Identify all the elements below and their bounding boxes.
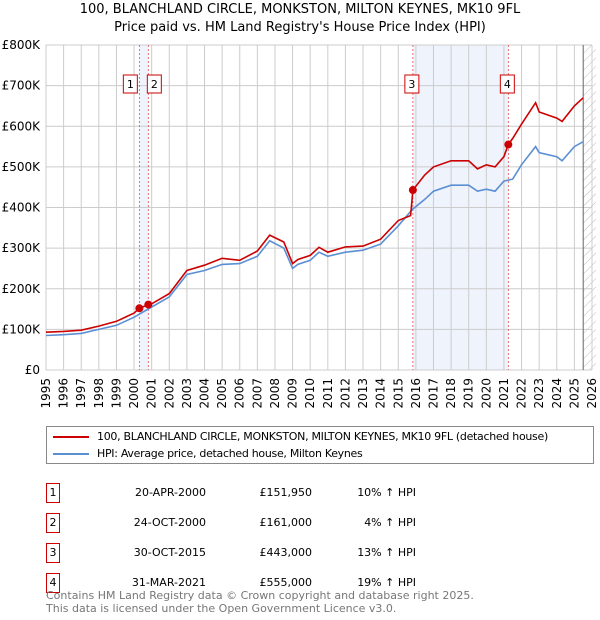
legend-label: HPI: Average price, detached house, Milt… xyxy=(97,447,363,460)
transaction-date: 24-OCT-2000 xyxy=(133,516,206,529)
marker-badge-label: 4 xyxy=(504,78,511,91)
transaction-row: 4 31-MAR-2021 £555,000 19% ↑ HPI xyxy=(46,573,546,593)
x-tick-label: 2000 xyxy=(127,378,141,409)
x-tick-label: 2009 xyxy=(286,378,300,409)
x-tick-label: 1995 xyxy=(39,378,53,409)
x-tick-label: 1997 xyxy=(74,378,88,409)
x-tick-label: 2013 xyxy=(356,378,370,409)
x-tick-label: 1999 xyxy=(109,378,123,409)
x-tick-label: 2024 xyxy=(550,378,564,409)
x-tick-label: 2010 xyxy=(303,378,317,409)
transaction-hpi-diff: 10% ↑ HPI xyxy=(357,486,416,499)
y-tick-label: £200K xyxy=(2,282,42,296)
footer-copyright: Contains HM Land Registry data © Crown c… xyxy=(46,589,474,602)
x-tick-label: 2008 xyxy=(268,378,282,409)
marker-badge-label: 3 xyxy=(408,78,415,91)
footer: Contains HM Land Registry data © Crown c… xyxy=(46,589,474,615)
legend-swatch xyxy=(53,436,89,438)
x-tick-label: 2019 xyxy=(462,378,476,409)
y-tick-label: £400K xyxy=(2,201,42,215)
marker-badge-label: 1 xyxy=(127,78,134,91)
marker-badge-label: 2 xyxy=(151,78,158,91)
legend: 100, BLANCHLAND CIRCLE, MONKSTON, MILTON… xyxy=(46,426,594,464)
sale-point xyxy=(144,300,153,309)
transaction-price: £555,000 xyxy=(259,576,313,589)
transaction-price: £151,950 xyxy=(259,486,313,499)
y-tick-label: £300K xyxy=(2,241,42,255)
x-tick-label: 2006 xyxy=(233,378,247,409)
chart-subtitle: Price paid vs. HM Land Registry's House … xyxy=(114,20,486,35)
x-tick-label: 2004 xyxy=(198,378,212,409)
transaction-row: 2 24-OCT-2000 £161,000 4% ↑ HPI xyxy=(46,513,546,533)
x-tick-label: 2021 xyxy=(497,378,511,409)
x-tick-label: 2002 xyxy=(162,378,176,409)
transaction-hpi-diff: 19% ↑ HPI xyxy=(357,576,416,589)
x-tick-label: 2020 xyxy=(479,378,493,409)
legend-swatch xyxy=(53,453,89,455)
x-tick-label: 2022 xyxy=(515,378,529,409)
transaction-number-badge: 4 xyxy=(46,573,60,593)
sale-point xyxy=(408,186,417,195)
x-tick-label: 2007 xyxy=(250,378,264,409)
x-tick-label: 2012 xyxy=(338,378,352,409)
y-tick-label: £0 xyxy=(25,363,40,377)
x-tick-label: 2003 xyxy=(180,378,194,409)
x-tick-label: 2001 xyxy=(145,378,159,409)
marker-badge xyxy=(122,74,138,94)
x-tick-label: 2023 xyxy=(532,378,546,409)
x-tick-label: 1998 xyxy=(92,378,106,409)
x-tick-label: 1996 xyxy=(57,378,71,409)
chart-title: 100, BLANCHLAND CIRCLE, MONKSTON, MILTON… xyxy=(79,2,521,17)
x-tick-label: 2017 xyxy=(426,378,440,409)
x-tick-label: 2014 xyxy=(374,378,388,409)
hpi-line xyxy=(45,141,584,337)
transaction-hpi-diff: 4% ↑ HPI xyxy=(364,516,416,529)
transaction-number-badge: 1 xyxy=(46,483,60,503)
footer-licence: This data is licensed under the Open Gov… xyxy=(46,602,397,615)
transaction-date: 30-OCT-2015 xyxy=(133,546,206,559)
sale-point xyxy=(504,140,513,149)
y-tick-label: £100K xyxy=(2,322,42,336)
transaction-price: £161,000 xyxy=(259,516,313,529)
x-tick-label: 2016 xyxy=(409,378,423,409)
x-tick-label: 2026 xyxy=(585,378,599,409)
marker-badge xyxy=(499,74,515,94)
x-tick-label: 2005 xyxy=(215,378,229,409)
y-tick-label: £700K xyxy=(2,79,42,93)
transaction-row: 1 20-APR-2000 £151,950 10% ↑ HPI xyxy=(46,483,546,503)
y-tick-label: £800K xyxy=(2,38,42,52)
transaction-number-badge: 3 xyxy=(46,543,60,563)
marker-badge xyxy=(146,74,162,94)
sale-point xyxy=(135,304,144,313)
transaction-hpi-diff: 13% ↑ HPI xyxy=(357,546,416,559)
transaction-date: 31-MAR-2021 xyxy=(131,576,206,589)
x-tick-label: 2015 xyxy=(391,378,405,409)
price-chart: 1995 1996 1997 1998 1999 2000 2001 2002 2003 2004… xyxy=(2,38,599,409)
y-tick-label: £600K xyxy=(2,119,42,133)
transaction-price: £443,000 xyxy=(259,546,313,559)
x-tick-label: 2011 xyxy=(321,378,335,409)
x-tick-label: 2018 xyxy=(444,378,458,409)
legend-label: 100, BLANCHLAND CIRCLE, MONKSTON, MILTON… xyxy=(97,430,548,443)
x-tick-label: 2025 xyxy=(567,378,581,409)
legend-item-property: 100, BLANCHLAND CIRCLE, MONKSTON, MILTON… xyxy=(53,430,548,444)
transaction-date: 20-APR-2000 xyxy=(134,486,206,499)
legend-item-hpi: HPI: Average price, detached house, Milt… xyxy=(53,447,363,461)
y-tick-label: £500K xyxy=(2,160,42,174)
transaction-number-badge: 2 xyxy=(46,513,60,533)
transaction-row: 3 30-OCT-2015 £443,000 13% ↑ HPI xyxy=(46,543,546,563)
marker-badge xyxy=(404,74,420,94)
